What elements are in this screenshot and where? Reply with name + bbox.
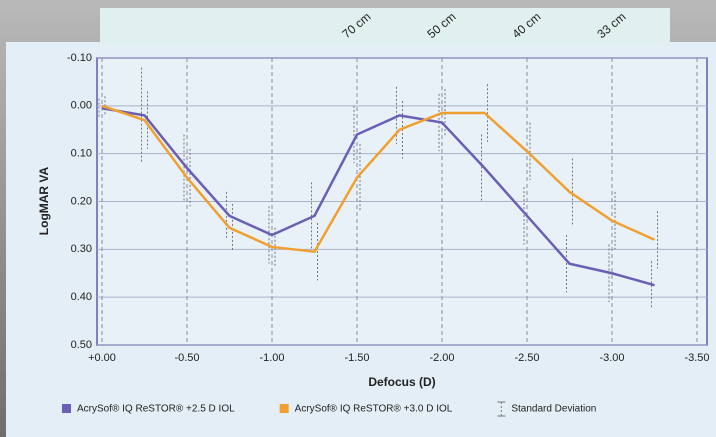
y-axis-title: LogMAR VA [37,166,51,235]
top-band [100,8,670,44]
x-tick-label: -2.50 [514,352,539,364]
y-tick-label: -0.10 [67,52,92,64]
x-tick-label: -2.00 [429,352,454,364]
series-line [101,104,656,254]
x-tick-label: -1.50 [344,352,369,364]
legend-label: AcrySof® IQ ReSTOR® +3.0 D IOL [295,404,453,415]
y-tick-label: 0.20 [71,195,92,207]
x-axis-title: Defocus (D) [368,375,435,389]
legend-label: AcrySof® IQ ReSTOR® +2.5 D IOL [77,404,235,415]
x-tick-label: -3.00 [599,352,624,364]
series-line [101,106,655,287]
y-tick-label: 0.50 [71,339,92,351]
x-tick-label: -0.50 [174,352,199,364]
y-tick-label: 0.10 [71,148,92,160]
y-tick-label: 0.30 [71,243,92,255]
x-tick-label: -3.50 [684,352,709,364]
y-tick-label: 0.00 [71,100,92,112]
legend-swatch [279,404,289,413]
x-tick-label: -1.00 [259,352,284,364]
legend-swatch [62,404,71,413]
legend-label: Standard Deviation [511,404,596,415]
y-tick-label: 0.40 [71,291,92,303]
x-tick-label: +0.00 [88,352,116,364]
